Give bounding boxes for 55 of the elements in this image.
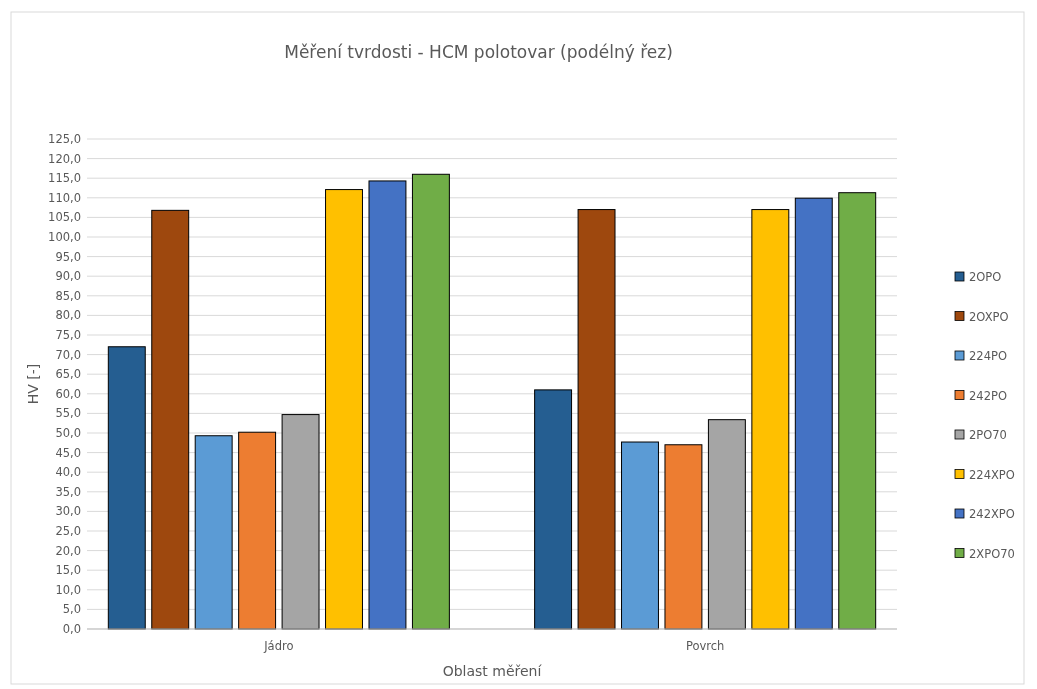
y-tick-label: 20,0 <box>55 543 81 558</box>
legend-label: 2XPO70 <box>969 546 1015 561</box>
bar <box>707 419 746 630</box>
y-tick-label: 125,0 <box>48 132 81 147</box>
y-tick-label: 70,0 <box>55 347 81 362</box>
bar <box>794 197 833 630</box>
y-tick-label: 5,0 <box>62 602 81 617</box>
chart-title: Měření tvrdosti - HCM polotovar (podélný řez) <box>284 42 673 62</box>
x-tick-label: Povrch <box>685 639 725 653</box>
y-tick-label: 25,0 <box>55 524 81 539</box>
bar <box>534 389 573 630</box>
bar <box>238 431 277 630</box>
y-tick-label: 115,0 <box>48 171 81 186</box>
y-tick-label: 110,0 <box>48 190 81 205</box>
legend-label: 224XPO <box>969 467 1015 482</box>
y-tick-label: 60,0 <box>55 386 81 401</box>
bar <box>368 180 407 630</box>
y-tick-label: 85,0 <box>55 288 81 303</box>
y-tick-label: 95,0 <box>55 249 81 264</box>
bar <box>411 173 450 630</box>
y-tick-label: 100,0 <box>48 230 81 245</box>
y-tick-label: 35,0 <box>55 484 81 499</box>
y-tick-label: 80,0 <box>55 308 81 323</box>
bar <box>281 414 320 630</box>
y-tick-label: 75,0 <box>55 328 81 343</box>
bar <box>751 209 790 630</box>
y-axis-title: HV [-] <box>25 363 41 405</box>
legend-label: 242PO <box>969 388 1007 403</box>
y-tick-label: 105,0 <box>48 210 81 225</box>
legend-label: 224PO <box>969 349 1007 364</box>
y-tick-label: 30,0 <box>55 504 81 519</box>
y-tick-label: 90,0 <box>55 269 81 284</box>
legend-label: 2PO70 <box>969 428 1007 443</box>
y-tick-label: 55,0 <box>55 406 81 421</box>
y-tick-label: 40,0 <box>55 465 81 480</box>
bar <box>107 346 146 630</box>
x-axis-title: Oblast měření <box>442 663 543 679</box>
y-tick-label: 10,0 <box>55 582 81 597</box>
x-tick-label: Jádro <box>263 639 294 653</box>
legend-label: 2OXPO <box>969 309 1009 324</box>
y-tick-label: 120,0 <box>48 151 81 166</box>
y-tick-label: 65,0 <box>55 367 81 382</box>
y-tick-label: 45,0 <box>55 445 81 460</box>
bar <box>664 444 703 630</box>
y-tick-label: 15,0 <box>55 563 81 578</box>
bar <box>325 189 363 630</box>
bar <box>838 192 877 630</box>
y-tick-label: 50,0 <box>55 426 81 441</box>
bar <box>621 441 659 630</box>
bar <box>151 209 190 630</box>
y-tick-label: 0,0 <box>62 622 81 637</box>
bar <box>577 209 616 630</box>
bar <box>194 435 233 630</box>
legend-label: 242XPO <box>969 507 1015 522</box>
legend-label: 2OPO <box>969 270 1002 285</box>
